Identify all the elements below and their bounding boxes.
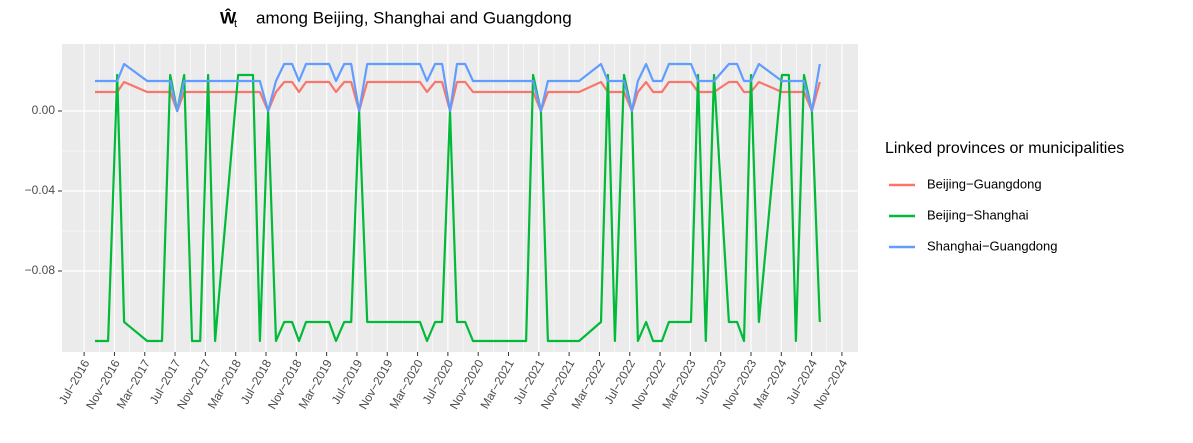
y-tick-label: −0.08	[25, 263, 56, 277]
y-tick-label: −0.04	[25, 183, 56, 197]
panel	[62, 44, 858, 352]
legend-label: Shanghai−Guangdong	[927, 238, 1057, 253]
legend: Beijing−Guangdong Beijing−Shanghai Shangha…	[889, 176, 1057, 253]
legend-label: Beijing−Guangdong	[927, 176, 1042, 191]
lines	[95, 62, 821, 343]
series-line	[95, 73, 821, 343]
y-tick-label: 0.00	[32, 103, 56, 117]
series-line	[95, 62, 821, 113]
title-subscript: t	[234, 18, 237, 30]
chart-title: among Beijing, Shanghai and Guangdong	[256, 8, 572, 27]
legend-title: Linked provinces or municipalities	[885, 140, 1124, 157]
legend-label: Beijing−Shanghai	[927, 207, 1029, 222]
title-symbol: Ŵ	[220, 8, 237, 27]
